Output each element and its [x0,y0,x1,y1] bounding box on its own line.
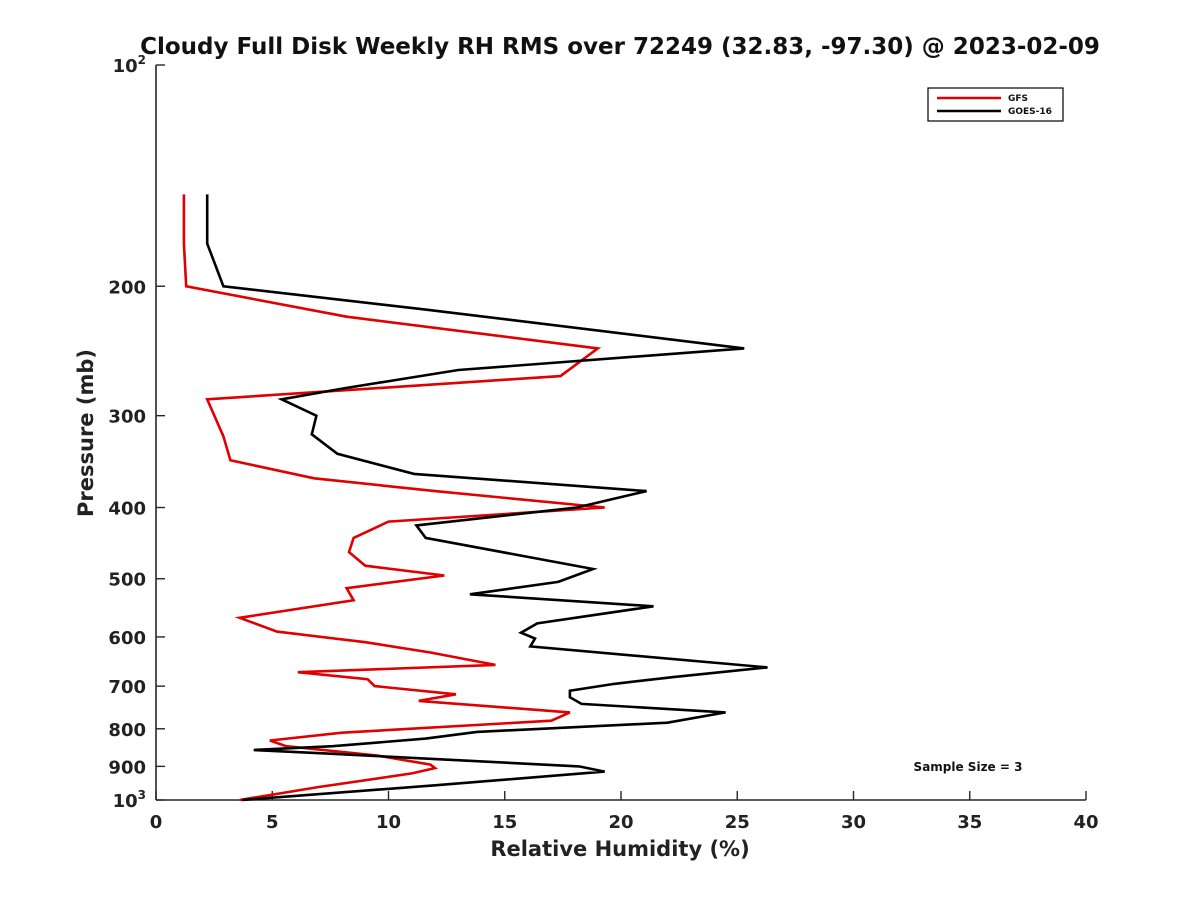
x-axis-label: Relative Humidity (%) [490,837,749,861]
y-tick-label: 500 [108,570,146,591]
x-tick-label: 20 [608,812,633,833]
x-tick-label: 0 [150,812,163,833]
sample-size-annotation: Sample Size = 3 [914,760,1023,774]
legend: GFS GOES-16 [927,87,1064,122]
legend-box [927,87,1064,122]
y-tick-label: 700 [108,677,146,698]
y-axis-label: Pressure (mb) [74,349,98,517]
legend-label-goes16: GOES-16 [1008,107,1052,117]
y-tick-label: 200 [108,277,146,298]
x-tick-label: 10 [376,812,401,833]
x-tick-label: 35 [957,812,982,833]
legend-label-gfs: GFS [1008,94,1028,104]
series-line-goes16 [205,194,768,802]
y-tick-label: 300 [108,407,146,428]
x-tick-label: 15 [492,812,517,833]
y-tick-label: 400 [108,499,146,520]
y-tick-label: 800 [108,720,146,741]
series-line-gfs [182,194,605,802]
x-tick-label: 5 [266,812,279,833]
chart-title: Cloudy Full Disk Weekly RH RMS over 7224… [140,34,1100,60]
x-tick-label: 30 [841,812,866,833]
x-tick-label: 25 [725,812,750,833]
tick-group: 0 5 10 15 20 25 30 35 40102200300400500600700800… [108,53,1098,833]
series-layer [182,194,768,802]
x-tick-label: 40 [1073,812,1098,833]
y-tick-label: 900 [108,757,146,778]
y-tick-label: 600 [108,628,146,649]
